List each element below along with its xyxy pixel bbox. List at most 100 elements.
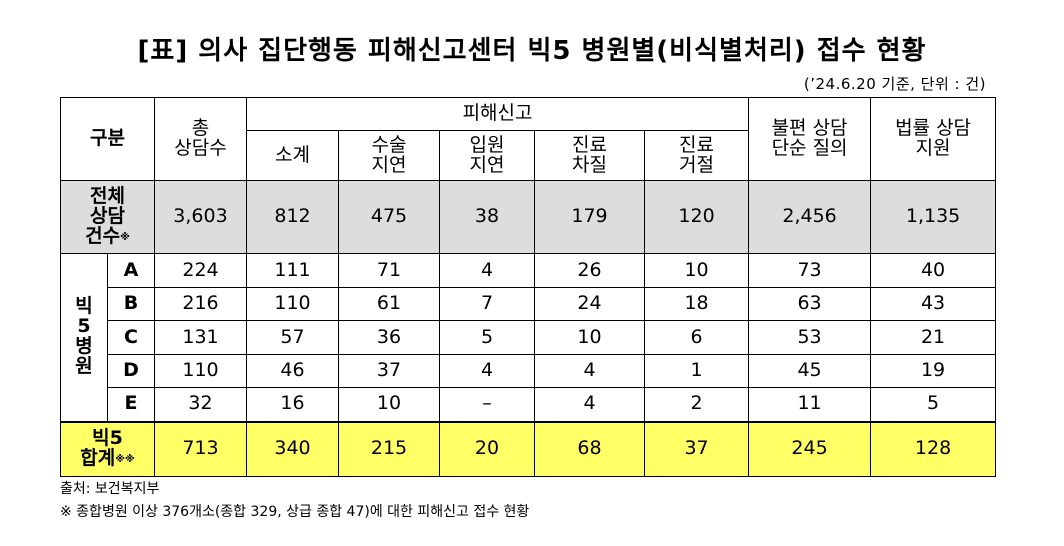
header-admission-line2: 지연 [469,153,505,176]
table-cell: 37 [338,354,440,388]
overall-cell: 812 [246,180,339,254]
table-cell: 5 [870,387,997,422]
total-cell: 20 [439,420,535,477]
hospital-name: B [107,287,155,321]
total-cell: 215 [338,420,440,477]
overall-row: 전체 상담 건수※ 3,603 812 475 38 179 120 2,456… [60,180,997,254]
table-cell: 18 [643,287,750,321]
table-cell: 63 [748,287,872,321]
header-disruption-line2: 차질 [572,153,607,176]
table-cell: 6 [643,320,750,355]
table-cell: 10 [534,320,645,355]
header-legal-line2: 지원 [915,137,951,159]
table-cell: 57 [246,320,339,355]
source-note: 출처: 보건복지부 [60,481,160,497]
header-total-line1: 총 [191,117,210,140]
table-cell: 224 [154,253,247,288]
table-cell: 4 [439,354,535,388]
table-cell: 10 [643,253,750,288]
hospital-row: E 32 16 10 – 4 2 11 5 [61,387,997,422]
header-treatment-refusal: 진료 거절 [643,130,750,181]
table-cell: 21 [870,320,997,355]
table-cell: 111 [246,253,339,288]
header-category: 구분 [60,97,155,181]
total-cell: 68 [534,420,645,477]
total-label-line1: 빅5 [92,427,123,450]
big5-label-char: 5 [77,315,91,338]
hospital-row: 빅 5 병 원 A 224 111 71 4 26 10 73 40 [60,253,997,422]
header-treatment-disruption: 진료 차질 [534,130,645,181]
table-cell: 216 [154,287,247,321]
header-admission-line1: 입원 [469,133,505,156]
overall-cell: 1,135 [870,180,997,254]
table-cell: 110 [246,287,339,321]
table-cell: 1 [643,354,750,388]
table-cell: 36 [338,320,440,355]
page-title: [표] 의사 집단행동 피해신고센터 빅5 병원별(비식별처리) 접수 현황 [137,36,927,66]
header-total-line2: 상담수 [174,137,227,159]
header-refusal-line2: 거절 [679,153,715,176]
total-cell: 128 [870,420,997,477]
header-complaint-line1: 불편 상담 [771,117,848,140]
total-label-line2: 합계 [80,447,116,470]
table-cell: 16 [246,387,339,422]
total-footnote-mark: ※※ [115,454,135,466]
table-cell: 73 [748,253,872,288]
overall-label-line1: 전체 [90,185,125,208]
table-cell: 26 [534,253,645,288]
table-cell: 11 [748,387,872,422]
table-cell: 131 [154,320,247,355]
table-cell: 24 [534,287,645,321]
hospital-name: C [107,320,155,355]
table-cell: 19 [870,354,997,388]
header-row-1: 구분 총 상담수 피해신고 불편 상담 단순 질의 법률 상담 지원 [60,97,997,181]
hospital-row: B 216 110 61 7 24 18 63 43 [61,287,997,321]
total-label: 빅5 합계※※ [60,420,155,477]
report-table: 구분 총 상담수 피해신고 불편 상담 단순 질의 법률 상담 지원 소계 수술… [60,97,997,477]
overall-footnote-mark: ※ [120,231,130,243]
header-row-2: 소계 수술 지연 입원 지연 진료 차질 진료 거절 [61,130,996,181]
hospital-row: D 110 46 37 4 4 1 45 19 [61,354,997,388]
total-cell: 713 [154,420,247,477]
overall-cell: 3,603 [154,180,247,254]
total-cell: 37 [643,420,750,477]
hospital-name: D [107,354,155,388]
table-cell: 40 [870,253,997,288]
table-cell: – [439,387,535,422]
table-cell: 7 [439,287,535,321]
header-surgery-line2: 지연 [371,153,407,176]
overall-cell: 475 [338,180,440,254]
header-refusal-line1: 진료 [679,133,715,156]
header-surgery-line1: 수술 [371,133,407,156]
big5-label-char: 빅 [75,295,93,318]
header-legal-line1: 법률 상담 [895,117,972,140]
table-cell: 71 [338,253,440,288]
overall-cell: 120 [643,180,750,254]
header-total-consult: 총 상담수 [154,97,247,181]
big5-label-char: 병 [75,335,93,358]
overall-cell: 179 [534,180,645,254]
table-cell: 4 [534,387,645,422]
overall-label: 전체 상담 건수※ [60,180,155,254]
table-cell: 5 [439,320,535,355]
hospital-row: C 131 57 36 5 10 6 53 21 [61,320,997,355]
total-cell: 245 [748,420,872,477]
table-cell: 2 [643,387,750,422]
table-cell: 61 [338,287,440,321]
hospital-name: A [107,253,155,288]
table-cell: 4 [534,354,645,388]
table-cell: 46 [246,354,339,388]
table-cell: 110 [154,354,247,388]
header-admission-delay: 입원 지연 [439,130,535,181]
header-surgery-delay: 수술 지연 [338,130,440,181]
table-cell: 10 [338,387,440,422]
total-cell: 340 [246,420,339,477]
footnote: ※ 종합병원 이상 376개소(종합 329, 상급 종합 47)에 대한 피해… [60,504,530,520]
table-cell: 4 [439,253,535,288]
overall-label-line2: 상담 [90,205,125,228]
header-legal: 법률 상담 지원 [870,97,997,181]
table-cell: 43 [870,287,997,321]
big5-label-char: 원 [75,355,93,378]
hospital-name: E [107,387,155,422]
header-subtotal: 소계 [246,130,339,181]
